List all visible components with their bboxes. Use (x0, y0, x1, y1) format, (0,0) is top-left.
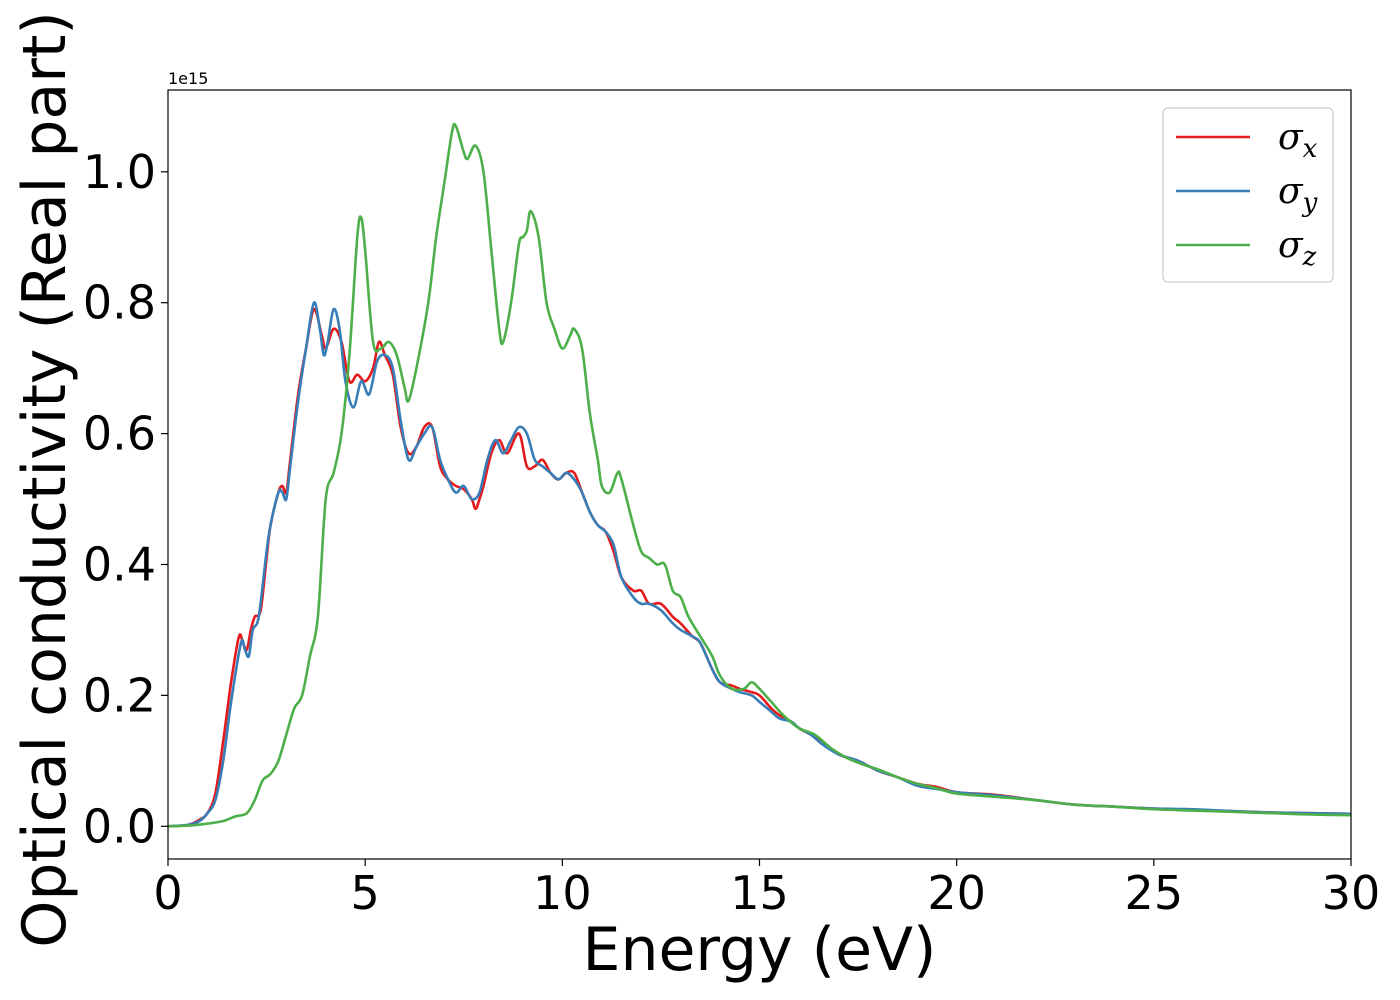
y-axis: 0.0 0.2 0.4 0.6 0.8 1.0 (83, 145, 168, 853)
legend-subscript: x (1303, 134, 1318, 164)
y-tick-label: 0.0 (83, 799, 156, 853)
y-offset-label: 1e15 (168, 69, 208, 88)
legend-symbol: σ (1278, 171, 1304, 212)
legend-label-y: σy (1278, 171, 1318, 218)
legend-subscript: y (1302, 188, 1318, 218)
y-tick-label: 0.6 (83, 407, 156, 461)
x-tick-label: 30 (1322, 866, 1381, 920)
x-tick-label: 15 (730, 866, 789, 920)
legend-symbol: σ (1278, 117, 1304, 158)
x-tick-label: 0 (153, 866, 182, 920)
legend-box (1162, 107, 1334, 283)
x-tick-label: 10 (533, 866, 592, 920)
legend-label-z: σz (1278, 225, 1317, 272)
legend-symbol: σ (1278, 225, 1304, 266)
x-tick-label: 25 (1125, 866, 1184, 920)
y-axis-label: Optical conductivity (Real part) (10, 11, 80, 948)
series-line-z (168, 122, 1351, 828)
legend-label-x: σx (1278, 117, 1318, 164)
x-axis-label: Energy (eV) (583, 915, 937, 985)
y-tick-label: 1.0 (83, 145, 156, 199)
x-axis: 0 5 10 15 20 25 30 (153, 859, 1380, 920)
y-tick-label: 0.8 (83, 276, 156, 330)
series-layer (168, 122, 1351, 828)
y-tick-label: 0.2 (83, 668, 156, 722)
series-line-y (168, 301, 1351, 828)
legend-subscript: z (1302, 242, 1317, 272)
x-tick-label: 5 (351, 866, 380, 920)
y-tick-label: 0.4 (83, 537, 156, 591)
x-tick-label: 20 (927, 866, 986, 920)
